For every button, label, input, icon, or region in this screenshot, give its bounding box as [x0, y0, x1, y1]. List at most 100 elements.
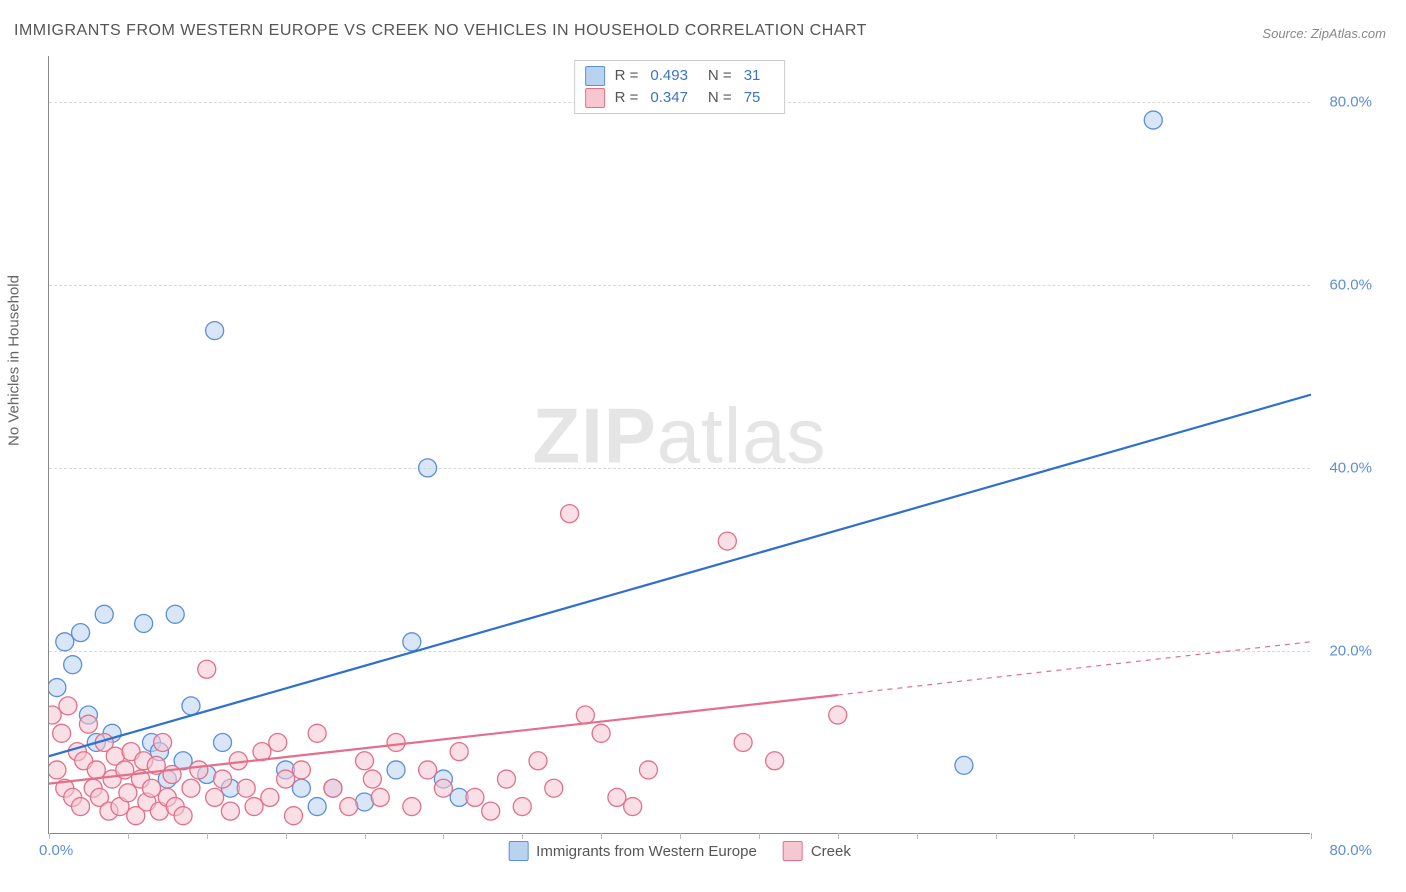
r-value-pink: 0.347: [650, 87, 688, 109]
scatter-point: [135, 614, 153, 632]
scatter-point: [59, 697, 77, 715]
scatter-point: [221, 779, 239, 797]
chart-svg: [49, 56, 1311, 834]
scatter-point: [221, 802, 239, 820]
scatter-point: [75, 752, 93, 770]
scatter-point: [450, 743, 468, 761]
scatter-point: [143, 779, 161, 797]
scatter-point: [182, 697, 200, 715]
regression-line-solid: [49, 695, 838, 784]
x-tick-mark: [1232, 833, 1233, 839]
scatter-point: [340, 798, 358, 816]
scatter-point: [131, 770, 149, 788]
legend-correlation: R = 0.493 N = 31 R = 0.347 N = 75: [574, 60, 786, 114]
scatter-point: [84, 779, 102, 797]
n-label: N =: [708, 65, 732, 87]
scatter-point: [103, 724, 121, 742]
scatter-point: [403, 798, 421, 816]
scatter-point: [49, 761, 66, 779]
scatter-point: [190, 761, 208, 779]
scatter-point: [450, 788, 468, 806]
scatter-point: [237, 779, 255, 797]
scatter-point: [182, 779, 200, 797]
scatter-point: [419, 761, 437, 779]
gridline: [49, 285, 1310, 286]
swatch-blue-icon: [508, 841, 528, 861]
x-tick-mark: [1311, 833, 1312, 839]
scatter-point: [147, 756, 165, 774]
scatter-point: [64, 788, 82, 806]
scatter-point: [718, 532, 736, 550]
source-value: ZipAtlas.com: [1311, 26, 1386, 41]
legend-item-pink: Creek: [783, 841, 851, 861]
legend-series: Immigrants from Western Europe Creek: [508, 841, 851, 861]
source-attribution: Source: ZipAtlas.com: [1262, 26, 1386, 41]
scatter-point: [166, 798, 184, 816]
x-axis-min-label: 0.0%: [39, 842, 73, 859]
scatter-point: [269, 733, 287, 751]
scatter-point: [261, 788, 279, 806]
scatter-point: [135, 752, 153, 770]
scatter-point: [497, 770, 515, 788]
watermark-rest: atlas: [657, 391, 827, 479]
scatter-point: [72, 624, 90, 642]
n-label: N =: [708, 87, 732, 109]
scatter-point: [639, 761, 657, 779]
scatter-point: [285, 807, 303, 825]
scatter-point: [387, 733, 405, 751]
scatter-point: [734, 733, 752, 751]
scatter-point: [529, 752, 547, 770]
x-tick-mark: [286, 833, 287, 839]
scatter-point: [308, 798, 326, 816]
chart-title: IMMIGRANTS FROM WESTERN EUROPE VS CREEK …: [14, 22, 867, 40]
scatter-point: [545, 779, 563, 797]
scatter-point: [206, 322, 224, 340]
scatter-point: [308, 724, 326, 742]
x-tick-mark: [128, 833, 129, 839]
scatter-point: [403, 633, 421, 651]
scatter-point: [100, 802, 118, 820]
scatter-point: [87, 733, 105, 751]
scatter-point: [955, 756, 973, 774]
scatter-point: [277, 761, 295, 779]
legend-item-blue: Immigrants from Western Europe: [508, 841, 757, 861]
x-tick-mark: [680, 833, 681, 839]
scatter-point: [198, 660, 216, 678]
scatter-point: [103, 770, 121, 788]
r-label: R =: [615, 87, 639, 109]
scatter-point: [245, 798, 263, 816]
scatter-point: [119, 784, 137, 802]
x-tick-mark: [1074, 833, 1075, 839]
scatter-point: [143, 733, 161, 751]
regression-line: [49, 395, 1311, 757]
scatter-point: [363, 770, 381, 788]
scatter-point: [513, 798, 531, 816]
scatter-point: [356, 752, 374, 770]
scatter-point: [766, 752, 784, 770]
scatter-point: [64, 656, 82, 674]
scatter-point: [324, 779, 342, 797]
scatter-point: [576, 706, 594, 724]
x-tick-mark: [759, 833, 760, 839]
scatter-point: [56, 633, 74, 651]
scatter-point: [214, 733, 232, 751]
scatter-point: [174, 807, 192, 825]
scatter-point: [68, 743, 86, 761]
x-axis-max-label: 80.0%: [1329, 842, 1372, 859]
scatter-point: [482, 802, 500, 820]
scatter-point: [198, 766, 216, 784]
scatter-point: [253, 743, 271, 761]
scatter-point: [324, 779, 342, 797]
x-tick-mark: [1153, 833, 1154, 839]
scatter-point: [829, 706, 847, 724]
scatter-point: [106, 747, 124, 765]
scatter-point: [608, 788, 626, 806]
scatter-point: [158, 770, 176, 788]
scatter-point: [292, 761, 310, 779]
n-value-blue: 31: [744, 65, 761, 87]
swatch-blue-icon: [585, 66, 605, 86]
scatter-point: [122, 743, 140, 761]
legend-row-blue: R = 0.493 N = 31: [585, 65, 771, 87]
scatter-point: [592, 724, 610, 742]
scatter-point: [95, 733, 113, 751]
